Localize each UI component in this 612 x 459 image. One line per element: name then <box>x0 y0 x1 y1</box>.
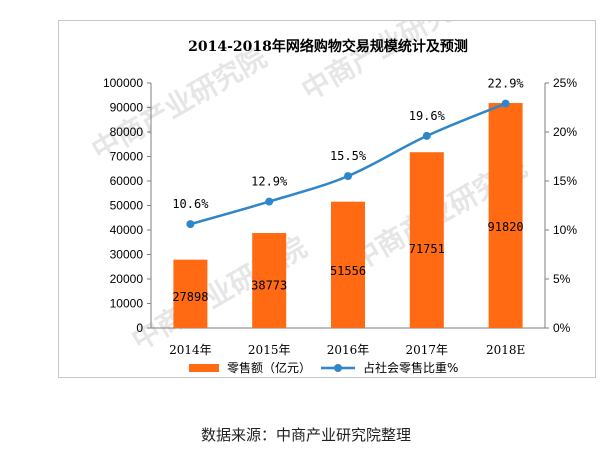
legend-line-label: 占社会零售比重% <box>363 360 458 375</box>
watermark-text: 中商产业研究院 <box>296 21 482 107</box>
line-data-label: 19.6% <box>409 109 446 123</box>
y-left-tick-label: 60000 <box>110 174 144 188</box>
y-right-tick-label: 25% <box>553 76 577 90</box>
bar-data-label: 27898 <box>172 290 208 304</box>
y-left-tick-label: 0 <box>136 321 143 335</box>
bar-2 <box>252 233 287 328</box>
y-left-tick-label: 30000 <box>110 248 144 262</box>
x-tick-label: 2017年 <box>406 343 449 357</box>
legend-bar-swatch <box>189 364 219 372</box>
line-point-2 <box>265 197 274 206</box>
line-data-label: 10.6% <box>172 197 209 211</box>
line-point-5 <box>501 99 510 108</box>
chart-frame: 中商产业研究院中商产业研究院中商产业研究院中商产业研究院2014-2018年网络… <box>58 20 596 378</box>
y-right-tick-label: 20% <box>553 125 577 139</box>
bar-3 <box>331 201 365 328</box>
y-right-tick-label: 10% <box>553 223 577 237</box>
x-tick-label: 2016年 <box>327 343 370 357</box>
bar-5 <box>488 103 523 328</box>
bar-data-label: 38773 <box>251 278 287 292</box>
bar-1 <box>173 259 208 328</box>
bar-data-label: 91820 <box>488 220 524 234</box>
y-right-tick-label: 0% <box>553 321 571 335</box>
x-tick-label: 2015年 <box>248 343 291 357</box>
line-point-4 <box>422 131 431 140</box>
y-right-tick-label: 5% <box>553 272 571 286</box>
bar-data-label: 51556 <box>330 264 366 278</box>
y-left-tick-label: 100000 <box>103 76 143 90</box>
y-left-tick-label: 80000 <box>110 125 144 139</box>
y-right-tick-label: 15% <box>553 174 577 188</box>
chart-title: 2014-2018年网络购物交易规模统计及预测 <box>188 38 468 55</box>
legend-line-marker <box>334 364 342 372</box>
y-left-tick-label: 50000 <box>110 199 144 213</box>
x-tick-label: 2014年 <box>169 343 212 357</box>
chart: 中商产业研究院中商产业研究院中商产业研究院中商产业研究院2014-2018年网络… <box>86 21 577 375</box>
y-left-tick-label: 20000 <box>110 272 144 286</box>
line-data-label: 22.9% <box>488 77 525 91</box>
line-data-label: 15.5% <box>330 149 367 163</box>
y-left-tick-label: 10000 <box>110 297 144 311</box>
line-data-label: 12.9% <box>251 175 288 189</box>
bar-data-label: 71751 <box>409 242 445 256</box>
y-left-tick-label: 70000 <box>110 150 144 164</box>
bar-4 <box>409 152 444 328</box>
line-point-3 <box>344 172 352 181</box>
y-left-tick-label: 90000 <box>110 101 144 115</box>
y-left-tick-label: 40000 <box>110 223 144 237</box>
line-point-1 <box>186 220 195 229</box>
source-note: 数据来源：中商产业研究院整理 <box>200 426 411 444</box>
x-tick-label: 2018E <box>486 343 525 357</box>
legend-bar-label: 零售额（亿元） <box>227 360 311 375</box>
